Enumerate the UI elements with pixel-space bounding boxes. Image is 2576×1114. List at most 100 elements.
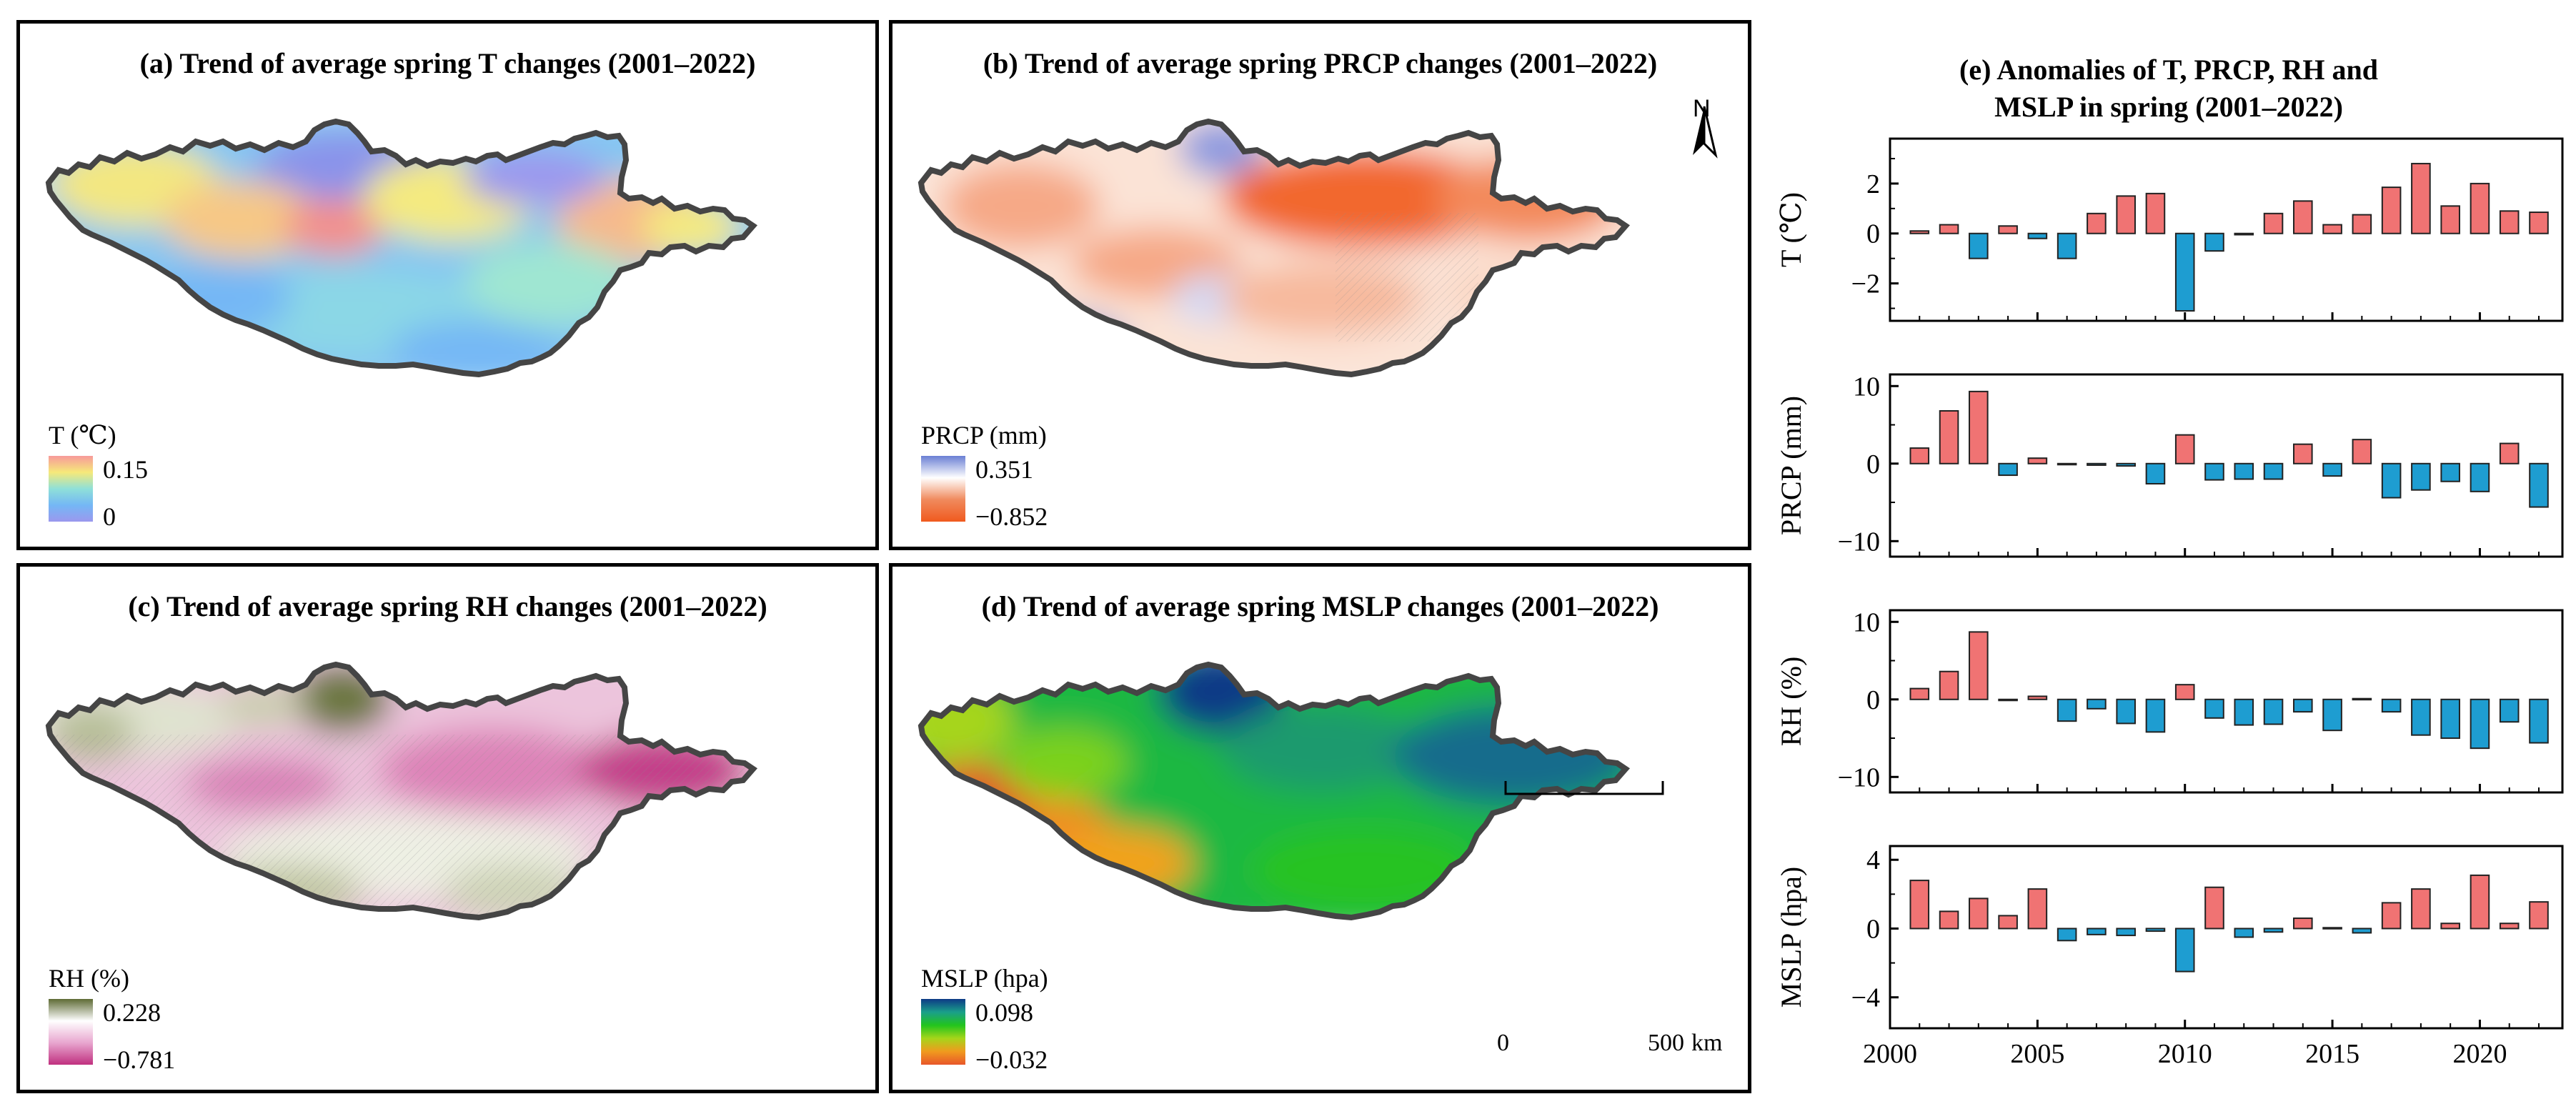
plot-frame-1 — [1889, 137, 2564, 322]
bar-1-2011 — [2204, 232, 2224, 252]
precipitation-trend-map — [892, 106, 1718, 547]
panel-b: (b) Trend of average spring PRCP changes… — [889, 20, 1751, 550]
panel-e-title-line1: (e) Anomalies of T, PRCP, RH and — [1959, 54, 2378, 86]
bar-1-2015 — [2322, 224, 2342, 234]
bar-4-2021 — [2499, 922, 2520, 930]
north-arrow-icon — [1693, 106, 1718, 159]
bar-3-2015 — [2322, 698, 2342, 732]
bar-3-2014 — [2293, 698, 2313, 713]
bar-1-2021 — [2499, 210, 2520, 234]
bar-4-2011 — [2204, 886, 2224, 930]
bar-4-2007 — [2087, 927, 2107, 935]
bar-2-2005 — [2027, 457, 2048, 464]
bar-3-2006 — [2057, 698, 2077, 722]
legend-a: T (℃) 0.15 0 — [49, 420, 148, 531]
legend-d-max: 0.098 — [975, 998, 1033, 1027]
bar-3-2008 — [2116, 698, 2136, 725]
bar-4-2014 — [2293, 917, 2313, 930]
bar-4-2019 — [2440, 922, 2460, 930]
bar-4-2008 — [2116, 927, 2136, 937]
bar-4-2005 — [2027, 888, 2048, 930]
y-axis-label-2: PRCP (mm) — [1775, 396, 1807, 535]
bar-1-2010 — [2174, 232, 2195, 312]
bar-3-2010 — [2174, 684, 2195, 700]
bar-3-2012 — [2234, 698, 2254, 726]
bar-4-2020 — [2470, 874, 2490, 930]
legend-d: MSLP (hpa) 0.098 −0.032 — [921, 963, 1048, 1074]
bar-4-2015 — [2322, 927, 2342, 930]
legend-a-title: T (℃) — [49, 421, 116, 449]
y-axis-label-3: RH (%) — [1775, 657, 1807, 747]
ytick-label-2: −10 — [1838, 527, 1880, 557]
bar-2-2019 — [2440, 462, 2460, 482]
bar-2-2003 — [1969, 390, 1989, 464]
bar-1-2001 — [1909, 230, 1930, 234]
bar-2-2016 — [2352, 439, 2372, 464]
scale-bar-start: 0 — [1497, 1030, 1509, 1056]
bar-4-2001 — [1909, 880, 1930, 930]
bar-2-2020 — [2470, 462, 2490, 492]
bar-2-2011 — [2204, 462, 2224, 481]
scale-bar-unit: km — [1691, 1030, 1723, 1056]
bar-2-2015 — [2322, 462, 2342, 477]
bar-2-2004 — [1998, 462, 2018, 477]
y-axis-label-4: MSLP (hpa) — [1775, 867, 1807, 1008]
panel-e-title: (e) Anomalies of T, PRCP, RH and MSLP in… — [1765, 51, 2572, 126]
bar-2-2010 — [2174, 434, 2195, 464]
legend-d-colorbar — [921, 999, 965, 1065]
bar-1-2004 — [1998, 225, 2018, 234]
bar-1-2020 — [2470, 182, 2490, 234]
plot-frame-4 — [1889, 845, 2564, 1030]
bar-2-2017 — [2381, 462, 2402, 499]
legend-a-max: 0.15 — [103, 455, 148, 484]
ytick-label-4: 0 — [1866, 914, 1880, 944]
bar-4-2017 — [2381, 902, 2402, 930]
bar-2-2006 — [2057, 462, 2077, 466]
legend-d-title: MSLP (hpa) — [921, 964, 1048, 993]
xtick-label: 2010 — [2158, 1039, 2212, 1069]
panel-d: (d) Trend of average spring MSLP changes… — [889, 563, 1751, 1093]
ytick-label-1: −2 — [1851, 269, 1880, 299]
legend-c-colorbar — [49, 999, 93, 1065]
bar-4-2016 — [2352, 927, 2372, 934]
bar-3-2018 — [2411, 698, 2431, 736]
temperature-trend-map — [20, 24, 875, 547]
bar-1-2009 — [2145, 192, 2166, 234]
pressure-trend-map — [892, 567, 1664, 1090]
bar-4-2009 — [2145, 927, 2166, 933]
legend-d-min: −0.032 — [975, 1045, 1048, 1074]
bar-4-2006 — [2057, 927, 2077, 942]
bar-4-2003 — [1969, 897, 1989, 930]
bar-3-2021 — [2499, 698, 2520, 723]
bar-3-2009 — [2145, 698, 2166, 733]
legend-b-min: −0.852 — [975, 502, 1048, 531]
bar-3-2017 — [2381, 698, 2402, 713]
bar-1-2007 — [2087, 212, 2107, 234]
bar-3-2011 — [2204, 698, 2224, 719]
panel-a: (a) Trend of average spring T changes (2… — [16, 20, 879, 550]
bar-3-2019 — [2440, 698, 2460, 740]
bar-4-2012 — [2234, 927, 2254, 938]
bar-1-2005 — [2027, 232, 2048, 239]
legend-c-min: −0.781 — [103, 1045, 176, 1074]
bar-4-2002 — [1939, 910, 1959, 930]
ytick-label-2: 10 — [1853, 372, 1880, 402]
legend-c-title: RH (%) — [49, 964, 129, 993]
bar-2-2021 — [2499, 442, 2520, 464]
ytick-label-2: 0 — [1866, 449, 1880, 479]
anomalies-bar-chart: −2 0 2 T (℃) −10 0 10 PRCP (mm) −10 0 10 RH (%) −4 0 4… — [1775, 137, 2564, 1069]
bar-3-2007 — [2087, 698, 2107, 710]
xtick-label: 2020 — [2452, 1039, 2507, 1069]
legend-b-max: 0.351 — [975, 455, 1033, 484]
panel-e-title-line2: MSLP in spring (2001–2022) — [1994, 91, 2343, 123]
bar-1-2019 — [2440, 205, 2460, 234]
plot-frame-3 — [1889, 609, 2564, 794]
panel-b-title: (b) Trend of average spring PRCP changes… — [983, 47, 1658, 79]
bar-1-2008 — [2116, 195, 2136, 234]
bar-3-2020 — [2470, 698, 2490, 750]
bar-1-2002 — [1939, 224, 1959, 234]
bar-2-2008 — [2116, 462, 2136, 467]
bar-3-2022 — [2529, 698, 2549, 744]
bar-3-2002 — [1939, 670, 1959, 700]
legend-a-colorbar — [49, 456, 93, 522]
